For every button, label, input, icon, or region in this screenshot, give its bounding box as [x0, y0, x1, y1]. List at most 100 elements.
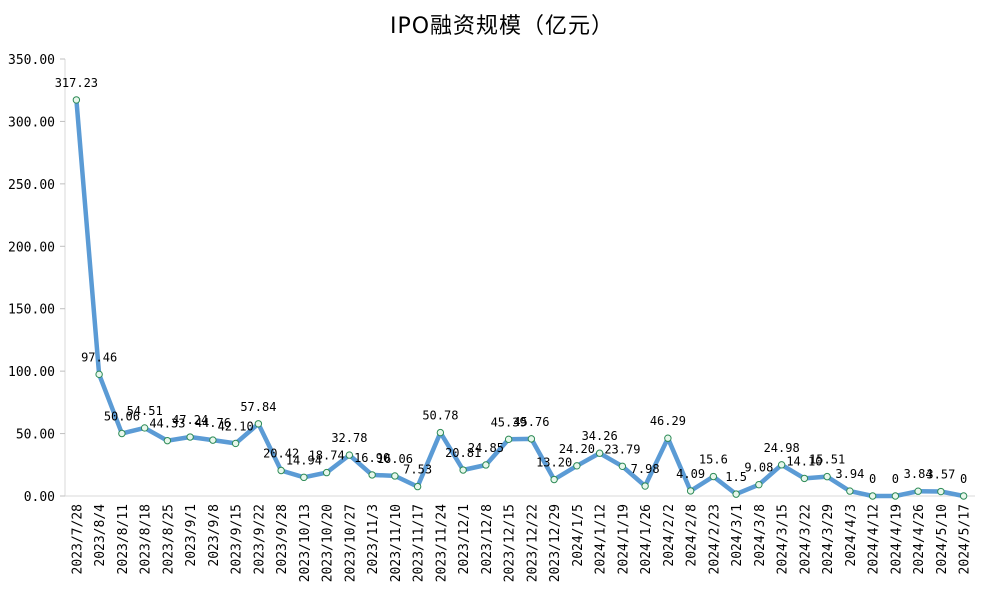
x-tick-label: 2023/8/11 [116, 504, 131, 574]
data-point [527, 435, 536, 443]
x-tick-label: 2023/8/25 [161, 504, 176, 574]
x-tick-label: 2024/5/17 [958, 504, 973, 574]
data-label: 46.29 [650, 414, 686, 428]
data-label: 0 [960, 472, 967, 486]
series-line [74, 97, 966, 499]
data-point [914, 487, 922, 495]
data-point [777, 461, 786, 469]
data-label: 13.20 [536, 456, 572, 470]
data-label: 4.09 [676, 467, 705, 481]
data-label: 47.24 [172, 413, 208, 427]
data-point [345, 451, 354, 459]
x-tick-label: 2023/12/29 [548, 504, 563, 582]
x-tick-label: 2023/11/24 [434, 504, 449, 582]
data-label: 24.85 [468, 441, 504, 455]
x-tick-label: 2024/2/8 [685, 504, 700, 567]
data-point [823, 472, 831, 481]
x-tick-label: 2024/2/23 [707, 504, 722, 574]
x-tick-label: 2024/3/29 [821, 504, 836, 574]
data-label: 42.10 [218, 419, 254, 433]
x-tick-label: 2023/12/8 [480, 504, 495, 574]
data-point [368, 471, 376, 479]
data-label: 57.84 [240, 400, 276, 414]
data-point [504, 435, 513, 444]
x-axis: 2023/7/28 2023/8/4 2023/8/11 2023/8/18 2023/… [65, 495, 975, 582]
data-label: 44.76 [195, 416, 231, 430]
data-point [254, 420, 263, 428]
data-point [95, 370, 103, 379]
data-label: 16.06 [377, 452, 413, 466]
x-tick-label: 2024/4/19 [889, 504, 904, 574]
x-tick-label: 2023/11/3 [366, 504, 381, 574]
data-point [277, 466, 285, 475]
x-tick-label: 2023/12/1 [457, 504, 472, 574]
data-point [209, 436, 217, 444]
data-label: 32.78 [331, 431, 367, 445]
data-point [72, 96, 81, 104]
data-point [709, 472, 718, 481]
data-point [436, 428, 445, 437]
data-label: 24.20 [559, 442, 595, 456]
data-label: 50.06 [104, 409, 140, 423]
data-point [755, 480, 763, 489]
y-tick-label: 300.00 [8, 115, 55, 130]
x-tick-label: 2024/5/10 [935, 504, 950, 574]
y-tick-label: 150.00 [8, 303, 55, 318]
x-tick-label: 2024/3/22 [798, 504, 813, 574]
x-tick-label: 2023/9/8 [207, 504, 222, 567]
data-label: 7.98 [631, 462, 660, 476]
data-point [959, 492, 968, 500]
x-tick-label: 2023/10/20 [321, 504, 336, 582]
data-label: 16.90 [354, 451, 390, 465]
data-point [300, 473, 308, 482]
markers [72, 96, 968, 500]
data-label: 34.26 [582, 429, 618, 443]
data-point [459, 466, 467, 474]
x-tick-label: 2023/9/28 [275, 504, 290, 574]
y-tick-label: 250.00 [8, 178, 55, 193]
data-label: 15.6 [699, 453, 728, 467]
x-tick-label: 2024/3/1 [730, 504, 745, 567]
data-label: 97.46 [81, 350, 117, 364]
x-tick-label: 2023/10/27 [343, 504, 358, 582]
x-tick-label: 2023/9/22 [252, 504, 267, 574]
data-point [868, 492, 877, 500]
data-label: 14.10 [786, 454, 822, 468]
data-point [186, 433, 194, 441]
x-tick-label: 2023/8/4 [93, 504, 108, 567]
data-point [482, 461, 490, 469]
x-tick-label: 2023/12/15 [503, 504, 518, 582]
data-point [664, 434, 672, 442]
data-point [391, 472, 399, 480]
data-point [573, 462, 581, 470]
chart-title: IPO融资规模（亿元） [389, 14, 615, 39]
x-tick-label: 2023/8/18 [139, 504, 154, 574]
data-labels: 317.23 97.46 50.0654.5144.3347.2444.7642.1… [55, 76, 968, 486]
data-point [322, 468, 331, 477]
data-label: 50.78 [422, 409, 458, 423]
y-tick-label: 200.00 [8, 240, 55, 255]
x-tick-label: 2024/1/12 [594, 504, 609, 574]
data-point [641, 482, 649, 490]
data-label: 44.33 [149, 417, 185, 431]
y-tick-label: 100.00 [8, 365, 55, 380]
data-label: 14.94 [286, 453, 322, 467]
data-label: 20.81 [445, 446, 481, 460]
x-tick-label: 2024/2/2 [662, 504, 677, 567]
data-point [618, 462, 627, 470]
series [74, 97, 966, 499]
data-label: 1.5 [725, 470, 747, 484]
data-point [800, 474, 809, 483]
data-label: 3.94 [835, 467, 864, 481]
y-tick-label: 0.00 [24, 490, 55, 505]
data-label: 18.74 [309, 449, 345, 463]
x-tick-label: 2023/9/1 [184, 504, 199, 567]
data-point [891, 492, 900, 500]
x-tick-label: 2023/9/15 [230, 504, 245, 574]
data-point [732, 490, 740, 498]
data-label: 15.51 [809, 453, 845, 467]
data-label: 3.84 [904, 467, 933, 481]
data-point [231, 439, 240, 448]
data-label: 3.57 [926, 468, 955, 482]
